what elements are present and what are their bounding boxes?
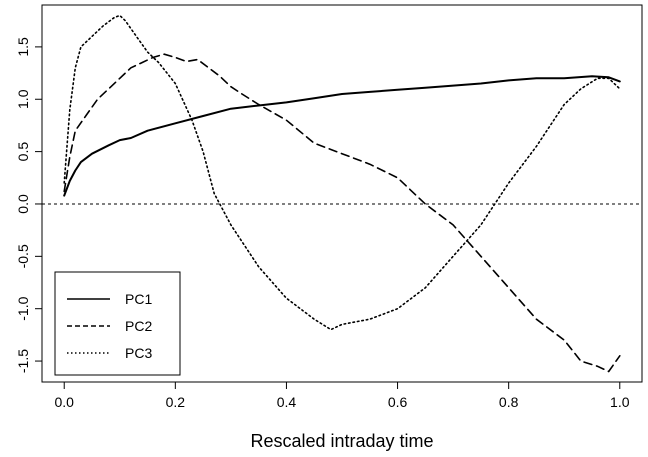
y-tick-label: 1.5 (15, 37, 31, 57)
x-axis-label: Rescaled intraday time (250, 431, 433, 451)
legend-label-pc2: PC2 (125, 318, 152, 334)
series-line-pc2 (63, 53, 621, 373)
legend-label-pc1: PC1 (125, 291, 152, 307)
x-tick-label: 0.0 (54, 394, 74, 410)
y-tick-label: 0.0 (15, 194, 31, 214)
y-tick-label: -0.5 (15, 244, 31, 268)
axes: 0.0 0.2 0.4 0.6 0.8 1.0 -1.5 -1.0 -0.5 0.0 0.5 1.0 1… (15, 4, 643, 410)
y-tick-label: 1.0 (15, 89, 31, 109)
x-tick-label: 0.2 (166, 394, 186, 410)
y-tick-label: 0.5 (15, 142, 31, 162)
x-tick-label: 1.0 (610, 394, 630, 410)
plot-lines (42, 14, 642, 373)
x-tick-label: 0.6 (388, 394, 408, 410)
plot-frame (41, 4, 643, 383)
legend: PC1 PC2 PC3 (54, 271, 181, 376)
series-line-pc3 (63, 14, 621, 331)
series-line-pc1 (63, 75, 621, 197)
x-tick-label: 0.8 (499, 394, 519, 410)
y-tick-label: -1.0 (15, 296, 31, 320)
y-tick-label: -1.5 (15, 349, 31, 373)
legend-label-pc3: PC3 (125, 345, 152, 361)
legend-box (54, 271, 181, 376)
x-tick-label: 0.4 (277, 394, 297, 410)
